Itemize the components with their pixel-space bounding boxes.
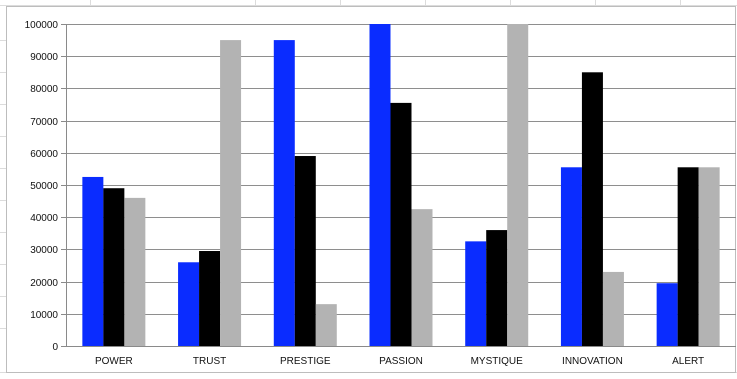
bar-innovation-series-3 bbox=[602, 271, 624, 346]
y-tick-label: 100000 bbox=[25, 20, 59, 31]
y-tick-label: 40000 bbox=[30, 213, 58, 224]
y-axis-tick-labels: 0 10000 20000 30000 40000 50000 60000 70000 8000… bbox=[25, 20, 66, 353]
category-label-alert: ALERT bbox=[672, 356, 704, 367]
bar-power-series-3 bbox=[124, 197, 146, 346]
category-label-innovation: INNOVATION bbox=[562, 356, 623, 367]
bar-prestige-series-1 bbox=[273, 40, 295, 346]
y-tick-label: 30000 bbox=[30, 245, 58, 256]
bar-mystique-series-2 bbox=[486, 230, 508, 346]
bar-passion-series-1 bbox=[369, 24, 391, 346]
bar-prestige-series-3 bbox=[315, 304, 337, 346]
y-tick-label: 50000 bbox=[30, 181, 58, 192]
bar-passion-series-3 bbox=[411, 209, 433, 346]
y-tick-label: 90000 bbox=[30, 52, 58, 63]
bar-alert-series-3 bbox=[698, 167, 720, 346]
bar-prestige-series-2 bbox=[294, 156, 316, 346]
y-tick-label: 80000 bbox=[30, 84, 58, 95]
bar-trust-series-1 bbox=[178, 262, 200, 346]
y-tick-label: 0 bbox=[52, 342, 58, 353]
category-label-power: POWER bbox=[95, 356, 133, 367]
bar-passion-series-2 bbox=[390, 102, 412, 346]
category-label-trust: TRUST bbox=[193, 356, 226, 367]
bar-alert-series-1 bbox=[656, 283, 678, 346]
bar-mystique-series-1 bbox=[465, 241, 487, 346]
y-tick-label: 20000 bbox=[30, 278, 58, 289]
bar-power-series-1 bbox=[82, 176, 104, 346]
bar-innovation-series-2 bbox=[581, 72, 603, 347]
bar-alert-series-2 bbox=[677, 167, 699, 346]
bar-trust-series-3 bbox=[220, 40, 242, 346]
category-label-passion: PASSION bbox=[379, 356, 423, 367]
bars bbox=[82, 24, 720, 347]
bar-innovation-series-1 bbox=[560, 167, 582, 346]
y-tick-label: 70000 bbox=[30, 117, 58, 128]
y-tick-label: 10000 bbox=[30, 310, 58, 321]
bar-trust-series-2 bbox=[199, 251, 221, 346]
bar-mystique-series-3 bbox=[507, 24, 529, 346]
y-tick-label: 60000 bbox=[30, 149, 58, 160]
bar-power-series-2 bbox=[103, 188, 125, 346]
category-label-prestige: PRESTIGE bbox=[280, 356, 331, 367]
category-label-mystique: MYSTIQUE bbox=[471, 356, 524, 367]
x-axis-category-labels: POWER TRUST PRESTIGE PASSION MYSTIQUE INNOVAT… bbox=[95, 356, 704, 367]
